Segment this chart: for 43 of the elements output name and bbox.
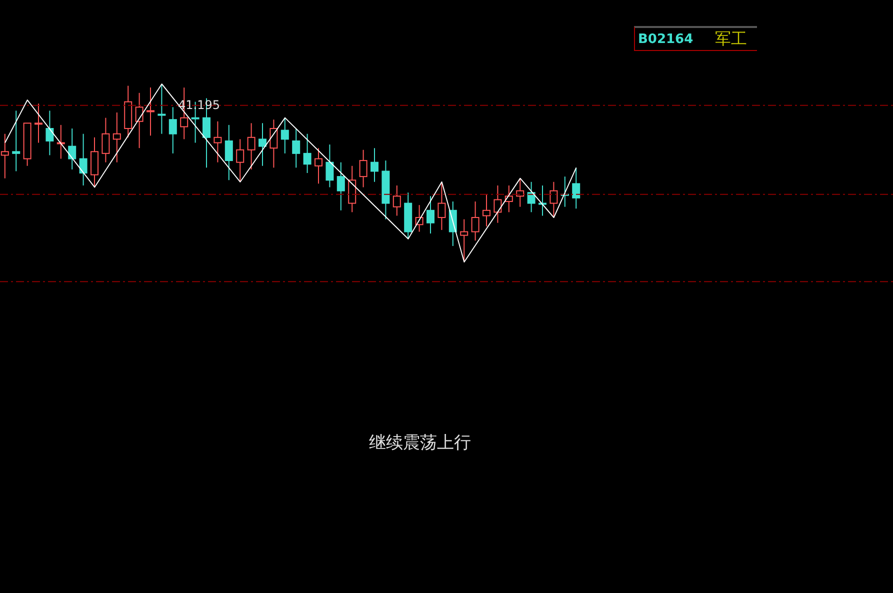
candlestick	[102, 117, 110, 163]
candlestick	[168, 106, 177, 154]
candlestick	[56, 124, 65, 160]
candlestick	[494, 184, 502, 224]
candlestick	[270, 119, 278, 168]
candlestick	[326, 144, 334, 188]
candlestick	[460, 218, 468, 262]
candlestick	[247, 122, 256, 170]
candlestick	[46, 110, 54, 156]
candlestick	[236, 138, 244, 182]
candlestick	[292, 128, 300, 168]
candlestick	[303, 133, 312, 174]
candlestick	[348, 165, 356, 213]
candlestick	[314, 148, 322, 184]
candlestick	[370, 148, 378, 182]
candlestick	[336, 162, 345, 211]
candlestick	[79, 133, 88, 186]
candlestick	[135, 92, 144, 149]
candlestick	[438, 181, 446, 230]
candlestick	[68, 128, 76, 170]
candlestick	[426, 196, 434, 234]
candlestick	[504, 184, 513, 213]
text: 继续震荡上行	[369, 432, 471, 454]
candlestick	[90, 136, 98, 188]
candlestick	[258, 122, 266, 166]
candlestick	[538, 184, 546, 216]
candlestick	[572, 167, 580, 210]
candlestick	[158, 84, 166, 134]
candlestick	[280, 117, 289, 154]
candlestick	[214, 120, 222, 163]
candlestick	[146, 87, 154, 136]
candlestick	[482, 194, 490, 227]
candlestick	[224, 124, 233, 181]
candlestick	[550, 181, 558, 218]
candlestick	[12, 110, 20, 172]
candlestick	[527, 181, 536, 213]
candlestick	[392, 184, 401, 216]
candlestick	[471, 200, 480, 242]
text: 军工	[715, 28, 748, 50]
text: B02164	[638, 32, 694, 46]
candlestick	[34, 103, 42, 144]
candlestick	[359, 149, 368, 188]
candlestick	[112, 112, 121, 163]
